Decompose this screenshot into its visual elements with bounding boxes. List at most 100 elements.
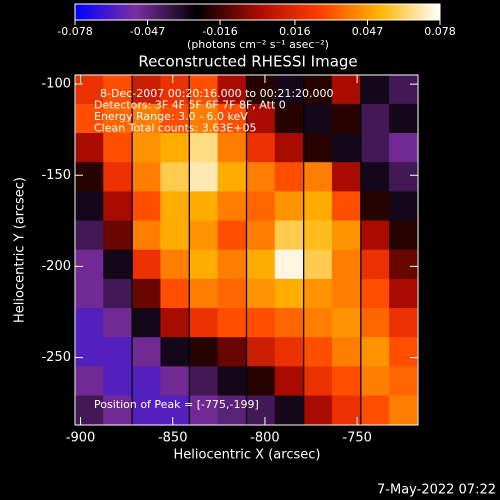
heatmap-cell [103, 74, 132, 105]
heatmap-cell [389, 103, 418, 134]
heatmap-cell [217, 133, 246, 163]
y-tick-label: -250 [41, 350, 71, 365]
heatmap-cell [217, 278, 246, 309]
heatmap-cell [75, 220, 104, 251]
heatmap-cell [274, 337, 304, 367]
heatmap-cell [160, 395, 189, 426]
heatmap-cell [132, 103, 162, 134]
heatmap-cell [331, 220, 361, 251]
heatmap-cell [331, 308, 361, 338]
heatmap-cell [75, 162, 104, 192]
heatmap-cell [274, 133, 304, 163]
heatmap-cell [160, 249, 189, 280]
heatmap-cell [389, 220, 418, 251]
heatmap-cell [361, 366, 390, 397]
heatmap-cell [217, 308, 246, 338]
heatmap-cell [103, 220, 132, 251]
heatmap-cell [103, 103, 132, 134]
heatmap-cell [304, 337, 333, 367]
heatmap-cell [389, 278, 418, 309]
heatmap-cell [389, 366, 418, 397]
heatmap-cell [247, 395, 276, 426]
heatmap-cell [274, 74, 304, 105]
heatmap-cell [75, 133, 104, 163]
heatmap-cell [75, 103, 104, 134]
heatmap-cell [75, 337, 104, 367]
heatmap-cell [160, 220, 189, 251]
heatmap-cell [361, 103, 390, 134]
heatmap-cell [361, 133, 390, 163]
plot-frame [74, 74, 419, 426]
heatmap-cell [331, 278, 361, 309]
heatmap-cell [217, 162, 246, 192]
heatmap-cell [189, 337, 219, 367]
heatmap-cell [247, 337, 276, 367]
heatmap-cell [361, 191, 390, 222]
heatmap-cell [247, 133, 276, 163]
heatmap-cell [189, 133, 219, 163]
heatmap-cell [331, 74, 361, 105]
heatmap-cell [160, 191, 189, 222]
heatmap-cell [361, 308, 390, 338]
heatmap-cell [331, 103, 361, 134]
heatmap-cell [304, 308, 333, 338]
heatmap-cell [274, 103, 304, 134]
heatmap-cell [217, 366, 246, 397]
heatmap-cell [247, 366, 276, 397]
colorbar-tick-label: 0.047 [352, 25, 384, 38]
heatmap-cell [331, 133, 361, 163]
heatmap-cell [160, 162, 189, 192]
heatmap-cell [247, 220, 276, 251]
heatmap-cell [304, 220, 333, 251]
heatmap-cell [247, 191, 276, 222]
heatmap-cell [160, 103, 189, 134]
footer: 7-May-2022 07:22 [377, 483, 496, 498]
heatmap-cell [217, 74, 246, 105]
heatmap-cell [160, 337, 189, 367]
heatmap-cell [160, 133, 189, 163]
heatmap-cell [189, 366, 219, 397]
heatmap-cell [189, 308, 219, 338]
x-tick-label: -750 [342, 431, 372, 446]
heatmap-cell [160, 366, 189, 397]
colorbar-tick-label: -0.016 [202, 25, 237, 38]
y-tick-label: -200 [41, 259, 71, 274]
heatmap-cell [132, 74, 162, 105]
heatmap-cell [274, 278, 304, 309]
heatmap-cell [304, 278, 333, 309]
heatmap-cell [103, 366, 132, 397]
heatmap-cell [75, 249, 104, 280]
heatmap-cell [132, 337, 162, 367]
heatmap-cell [331, 395, 361, 426]
heatmap-cell [103, 308, 132, 338]
heatmap-cell [132, 395, 162, 426]
heatmap-cell [75, 308, 104, 338]
heatmap-cell [247, 74, 276, 105]
heatmap-cell [361, 278, 390, 309]
y-tick-label: -150 [41, 168, 71, 183]
x-tick-label: -900 [66, 431, 96, 446]
heatmap-cell [304, 133, 333, 163]
heatmap-cell [247, 103, 276, 134]
colorbar-tick-label: 0.016 [279, 25, 311, 38]
heatmap-cell [274, 191, 304, 222]
heatmap-cell [103, 337, 132, 367]
heatmap-cell [274, 366, 304, 397]
heatmap-cell [304, 103, 333, 134]
heatmap-cell [389, 133, 418, 163]
heatmap-cell [132, 162, 162, 192]
heatmap-cell [361, 395, 390, 426]
heatmap-cell [389, 162, 418, 192]
chart-title: Reconstructed RHESSI Image [138, 53, 357, 71]
heatmap-cell [217, 103, 246, 134]
heatmap-cell [247, 249, 276, 280]
colorbar-label: (photons cm⁻² s⁻¹ asec⁻²) [187, 38, 329, 51]
heatmap-cell [189, 191, 219, 222]
x-axis-label: Heliocentric X (arcsec) [174, 448, 321, 463]
heatmap-cell [331, 191, 361, 222]
x-tick-label: -850 [158, 431, 188, 446]
colorbar-tick-label: -0.047 [130, 25, 165, 38]
heatmap-cell [132, 220, 162, 251]
heatmap-cell [132, 133, 162, 163]
colorbar [74, 3, 441, 21]
